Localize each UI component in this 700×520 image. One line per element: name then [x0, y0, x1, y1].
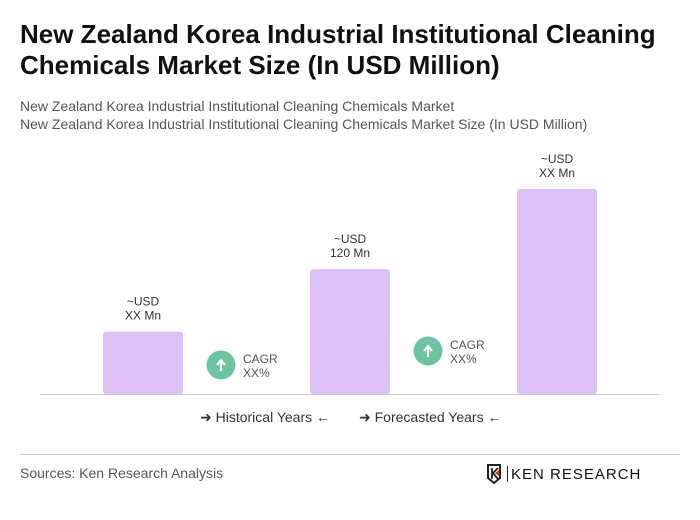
footer-divider [20, 454, 680, 455]
legend-historical: ➜ Historical Years ← [200, 409, 330, 426]
arrow-up-icon [216, 358, 226, 371]
ken-logo-icon [487, 464, 501, 484]
page-title: New Zealand Korea Industrial Institution… [20, 19, 656, 80]
source-text: Sources: Ken Research Analysis [20, 465, 224, 481]
cagr-label: CAGR [243, 352, 278, 366]
bar [310, 269, 390, 394]
bar [517, 189, 597, 394]
arrow-up-icon [423, 344, 433, 357]
bar-data-label: ~USD [334, 232, 367, 246]
subtitle-2: New Zealand Korea Industrial Institution… [20, 116, 588, 132]
legend-forecasted: ➜ Forecasted Years ← [359, 409, 501, 426]
legend-historical-label: Historical Years [215, 409, 313, 425]
bar-data-label: ~USD [127, 295, 160, 309]
cagr-value: XX% [243, 366, 270, 380]
bar-data-label: XX Mn [125, 309, 161, 323]
bar-data-label: XX Mn [539, 166, 575, 180]
cagr-value: XX% [450, 352, 477, 366]
arrow-right-icon: ➜ [200, 409, 212, 425]
ken-research-logo: KEN RESEARCH [486, 464, 641, 484]
arrow-left-icon: ← [316, 409, 331, 425]
cagr-label: CAGR [450, 338, 485, 352]
legend-forecasted-label: Forecasted Years [374, 409, 484, 425]
logo-text: KEN RESEARCH [511, 465, 642, 483]
subtitle-1: New Zealand Korea Industrial Institution… [20, 98, 455, 114]
bar [103, 331, 183, 394]
bar-data-label: 120 Mn [330, 246, 370, 260]
arrow-right-icon: ➜ [359, 409, 371, 425]
arrow-left-icon: ← [487, 409, 502, 425]
bar-data-label: ~USD [541, 152, 574, 166]
